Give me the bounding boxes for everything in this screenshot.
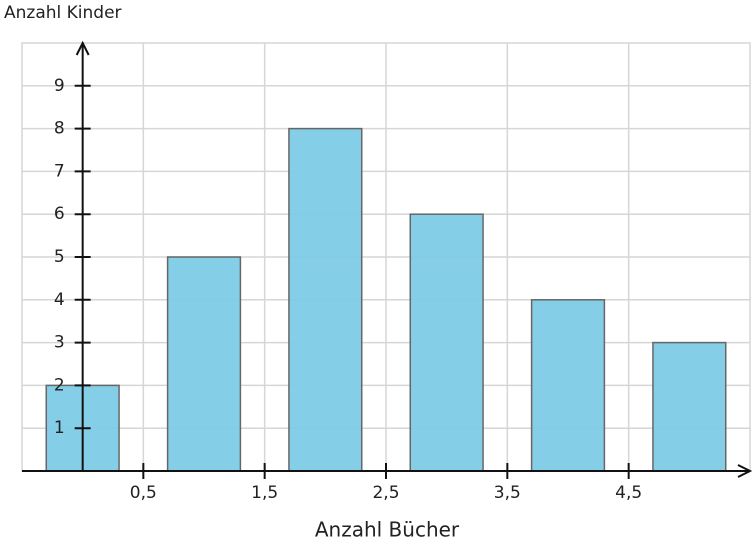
bar xyxy=(288,127,363,472)
y-axis-arrow xyxy=(75,40,90,56)
y-tick-label: 7 xyxy=(54,161,65,181)
y-tick-label: 4 xyxy=(54,290,65,310)
x-axis-arrow xyxy=(737,464,753,478)
y-tick-label: 1 xyxy=(54,418,65,438)
x-axis-label: Anzahl Bücher xyxy=(315,518,460,542)
y-tick-label: 3 xyxy=(54,333,65,353)
grid xyxy=(21,42,751,472)
y-tick-label: 8 xyxy=(54,119,65,139)
bar xyxy=(530,299,606,472)
y-axis-label: Anzahl Kinder xyxy=(4,3,122,23)
x-tick-label: 0,5 xyxy=(130,483,157,503)
y-tick-label: 9 xyxy=(54,76,65,96)
x-tick-label: 4,5 xyxy=(615,483,642,503)
y-tick-label: 5 xyxy=(54,247,65,267)
bars xyxy=(45,127,727,472)
axes: 1 2 3 4 5 6 7 8 9 0,5 1,5 2,5 3,5 4,5 xyxy=(22,40,753,503)
y-tick-label: 6 xyxy=(54,204,65,224)
y-tick-label: 2 xyxy=(54,375,65,395)
x-tick-label: 3,5 xyxy=(494,483,521,503)
x-tick-label: 2,5 xyxy=(372,483,399,503)
bar xyxy=(409,213,484,472)
x-tick-label: 1,5 xyxy=(251,483,278,503)
bar xyxy=(166,256,242,472)
bar xyxy=(652,341,727,472)
